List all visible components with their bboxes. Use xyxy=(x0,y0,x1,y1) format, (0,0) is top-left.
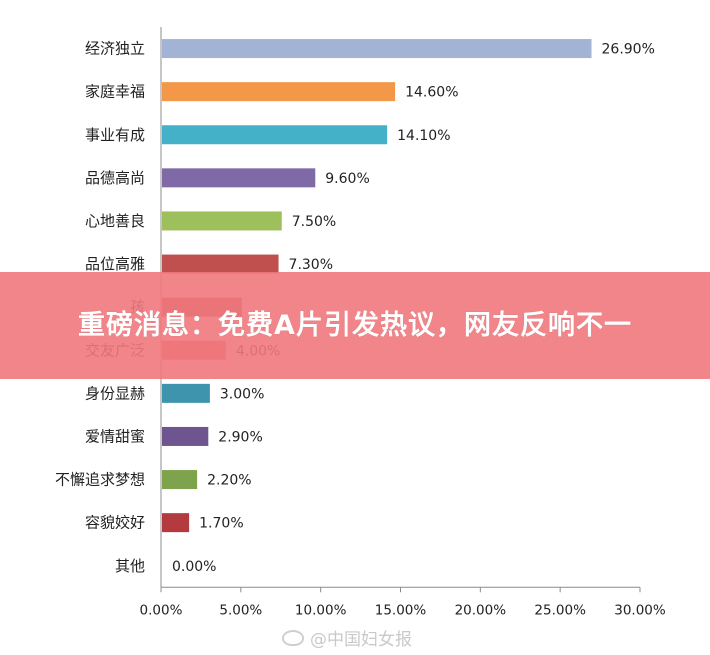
category-label: 事业有成 xyxy=(85,126,145,144)
bars xyxy=(162,39,592,533)
bar xyxy=(162,39,592,59)
value-label: 0.00% xyxy=(172,559,216,575)
category-label: 容貌姣好 xyxy=(85,514,145,532)
x-ticks: 0.00% 5.00% 10.00% 15.00% 20.00% 25.00% 30.00% xyxy=(140,587,666,618)
category-label: 不懈追求梦想 xyxy=(55,471,145,489)
headline-text: 重磅消息：免费A片引发热议，网友反响不一 xyxy=(78,309,632,341)
value-label: 2.20% xyxy=(207,473,251,489)
value-label: 7.50% xyxy=(292,214,336,230)
category-label: 其他 xyxy=(115,557,145,575)
x-tick-label: 15.00% xyxy=(375,602,427,618)
bar xyxy=(162,426,209,446)
bar xyxy=(162,211,282,231)
bar xyxy=(162,168,316,188)
headline-banner: 重磅消息：免费A片引发热议，网友反响不一 xyxy=(0,272,710,379)
category-label: 经济独立 xyxy=(85,40,145,58)
bar xyxy=(162,383,210,403)
x-tick-label: 10.00% xyxy=(295,602,347,618)
category-label: 身份显赫 xyxy=(85,384,145,402)
value-label: 2.90% xyxy=(218,429,262,445)
value-label: 14.10% xyxy=(397,128,450,144)
x-tick-label: 25.00% xyxy=(534,602,586,618)
x-tick-label: 30.00% xyxy=(614,602,666,618)
value-label: 26.90% xyxy=(602,42,655,58)
category-label: 品位高雅 xyxy=(85,255,145,273)
bar xyxy=(162,513,190,533)
x-tick-label: 20.00% xyxy=(455,602,507,618)
bar xyxy=(162,82,396,102)
category-label: 爱情甜蜜 xyxy=(85,427,145,445)
bar xyxy=(162,125,388,145)
watermark: @中国妇女报 xyxy=(282,625,412,650)
category-label: 心地善良 xyxy=(85,212,145,230)
value-label: 3.00% xyxy=(220,386,264,402)
category-label: 品德高尚 xyxy=(85,169,145,187)
value-label: 7.30% xyxy=(289,257,333,273)
bar xyxy=(162,254,279,274)
category-label: 家庭幸福 xyxy=(85,83,145,101)
watermark-text: @中国妇女报 xyxy=(310,630,412,650)
value-label: 14.60% xyxy=(405,85,458,101)
x-tick-label: 0.00% xyxy=(140,602,183,618)
value-label: 1.70% xyxy=(199,516,243,532)
x-tick-label: 5.00% xyxy=(219,602,262,618)
weibo-icon xyxy=(282,629,304,646)
category-labels: 经济独立家庭幸福事业有成品德高尚心地善良品位高雅孩交友广泛身份显赫爱情甜蜜不懈追… xyxy=(55,40,145,575)
value-label: 9.60% xyxy=(325,171,369,187)
bar xyxy=(162,470,198,490)
